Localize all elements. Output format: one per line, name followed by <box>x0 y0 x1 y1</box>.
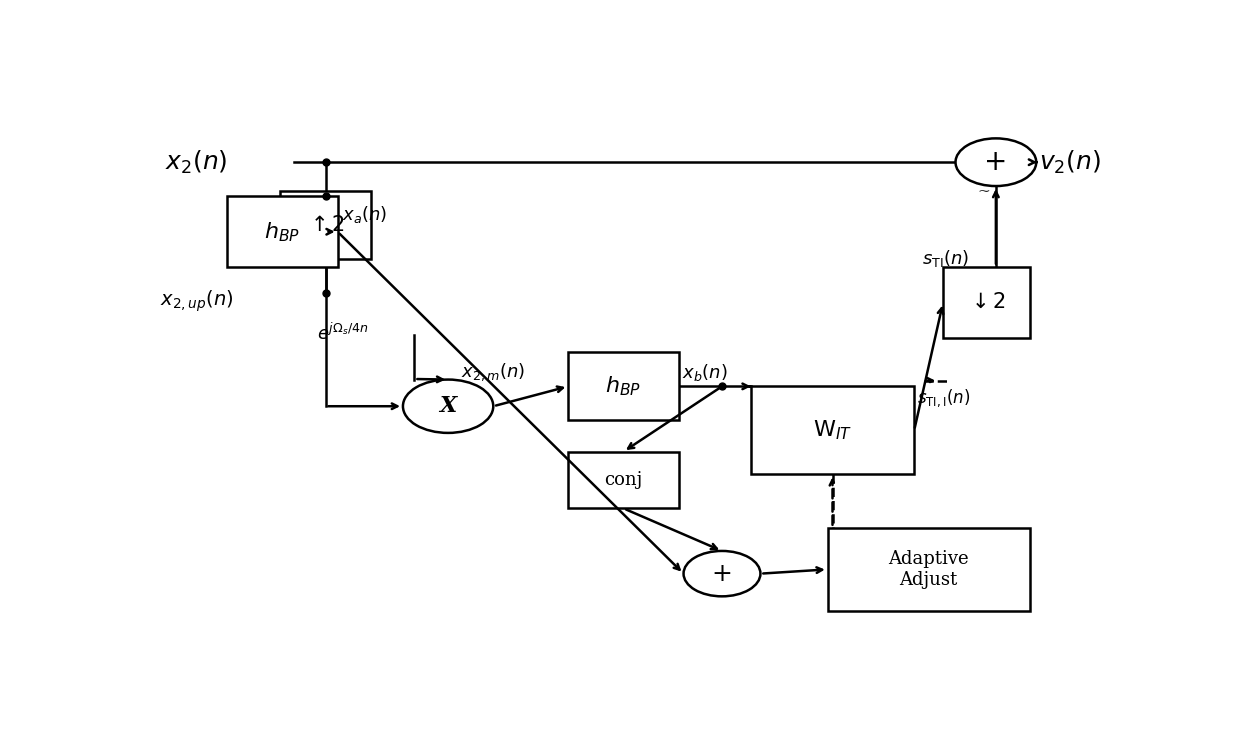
Text: conj: conj <box>604 471 642 489</box>
Circle shape <box>403 380 494 433</box>
Text: $x_b(n)$: $x_b(n)$ <box>682 362 727 383</box>
Text: Adaptive
Adjust: Adaptive Adjust <box>888 550 968 589</box>
Circle shape <box>956 139 1037 186</box>
FancyBboxPatch shape <box>828 528 1029 610</box>
Text: $s_{\mathrm{TI}}(n)$: $s_{\mathrm{TI}}(n)$ <box>921 248 968 269</box>
Text: X: X <box>439 395 456 417</box>
Text: $x_2(n)$: $x_2(n)$ <box>165 149 227 176</box>
Text: ~: ~ <box>977 185 990 199</box>
Circle shape <box>683 551 760 596</box>
FancyBboxPatch shape <box>942 268 1029 338</box>
Text: $\uparrow 2$: $\uparrow 2$ <box>306 214 345 234</box>
Text: $x_{2,up}(n)$: $x_{2,up}(n)$ <box>160 288 233 314</box>
Text: $v_2(n)$: $v_2(n)$ <box>1039 149 1101 176</box>
Text: +: + <box>712 562 733 586</box>
FancyBboxPatch shape <box>227 196 337 268</box>
FancyBboxPatch shape <box>568 452 678 509</box>
FancyBboxPatch shape <box>568 352 678 420</box>
Text: $s_{\mathrm{TI,I}}(n)$: $s_{\mathrm{TI,I}}(n)$ <box>918 387 970 408</box>
FancyBboxPatch shape <box>751 386 914 475</box>
Text: $e^{j\Omega_s/4n}$: $e^{j\Omega_s/4n}$ <box>316 323 368 344</box>
Text: +: + <box>985 148 1008 176</box>
Text: $\downarrow 2$: $\downarrow 2$ <box>967 293 1006 312</box>
Text: $h_{BP}$: $h_{BP}$ <box>605 374 641 398</box>
Text: $x_{2,m}(n)$: $x_{2,m}(n)$ <box>460 361 525 383</box>
Text: $h_{BP}$: $h_{BP}$ <box>264 220 300 243</box>
Text: $\mathrm{W}_{IT}$: $\mathrm{W}_{IT}$ <box>813 419 852 442</box>
FancyBboxPatch shape <box>280 191 371 259</box>
Text: $x_a(n)$: $x_a(n)$ <box>342 204 388 225</box>
